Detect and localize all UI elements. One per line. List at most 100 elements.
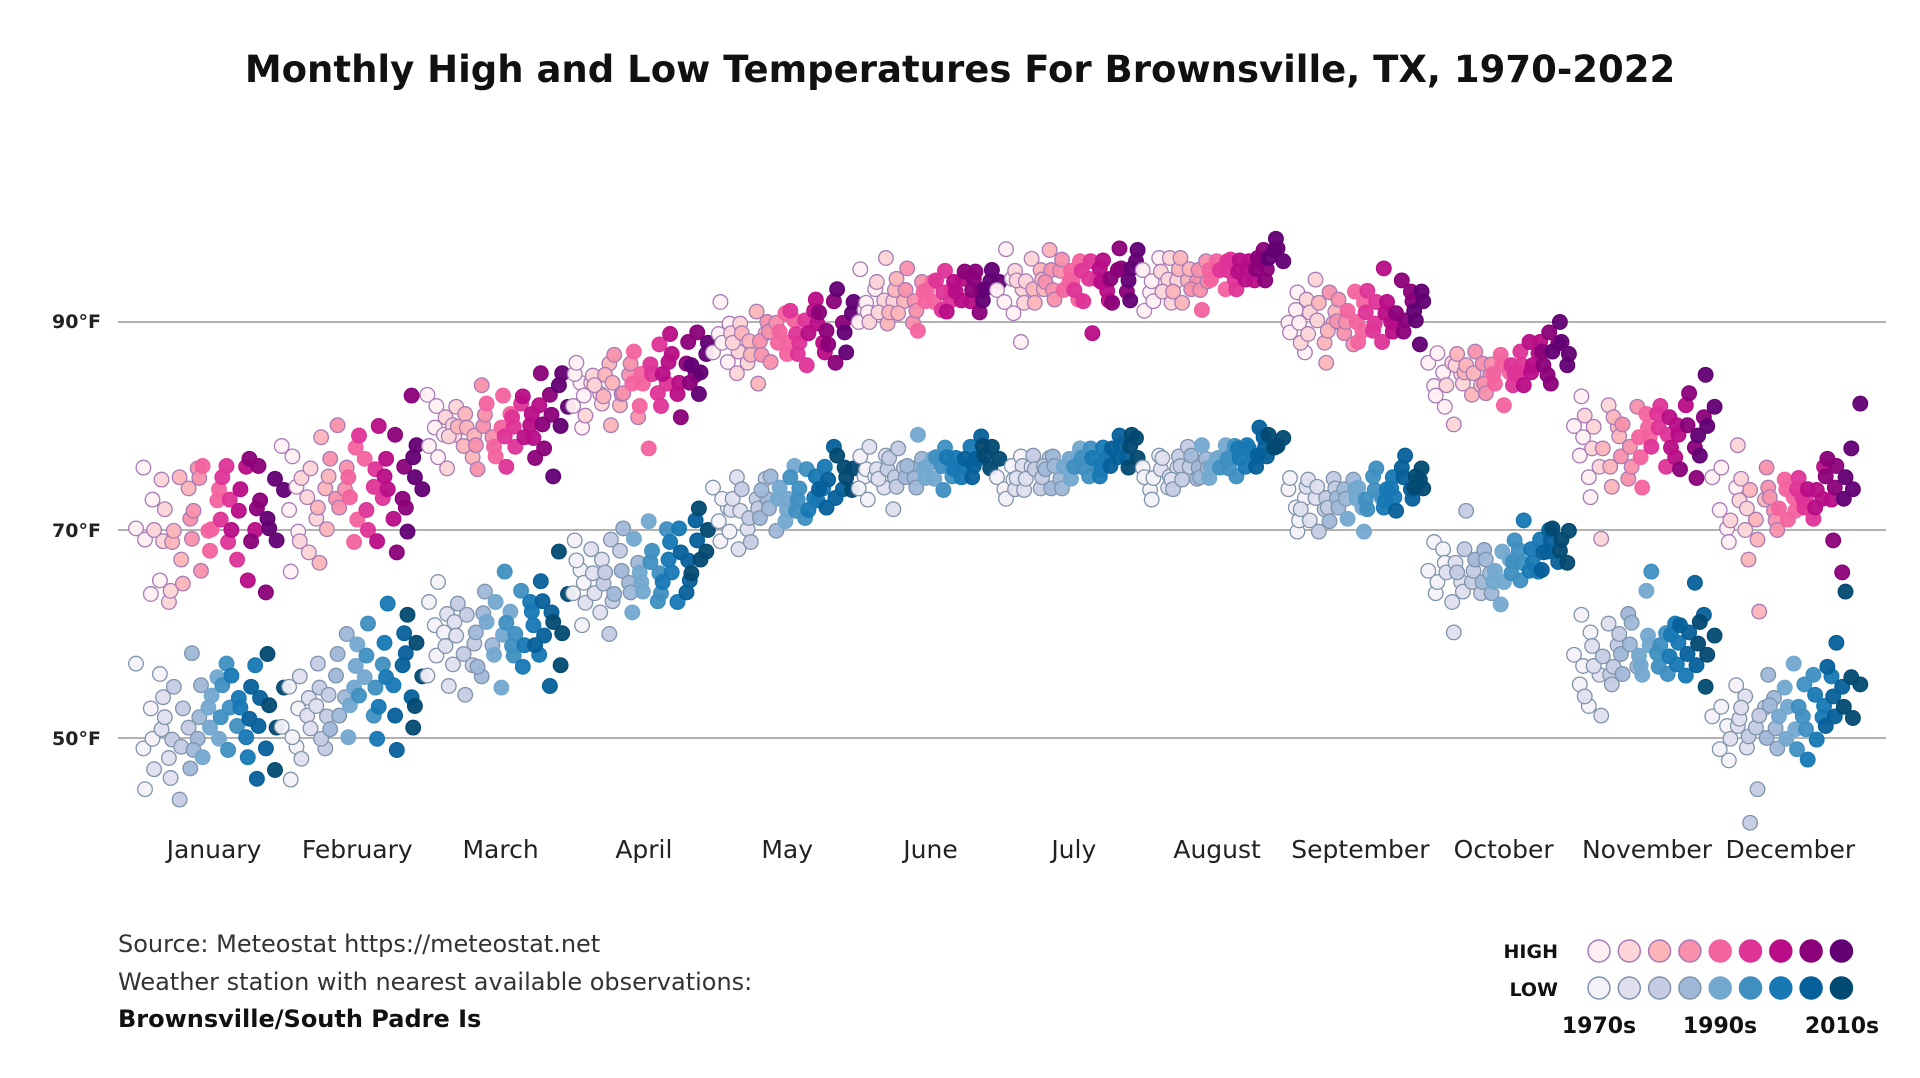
high-temp-point — [1136, 302, 1153, 319]
high-temp-point — [748, 303, 765, 320]
low-temp-point — [1612, 646, 1629, 662]
low-temp-point — [486, 646, 502, 663]
high-temp-point — [525, 430, 542, 446]
low-temp-point — [1420, 562, 1437, 579]
high-temp-point — [1122, 292, 1139, 309]
high-temp-point — [625, 343, 642, 360]
low-temp-point — [329, 646, 346, 662]
low-temp-point — [1670, 634, 1687, 651]
high-temp-point — [239, 572, 256, 589]
low-temp-point — [428, 647, 445, 664]
high-temp-point — [469, 461, 486, 478]
low-temp-point — [1544, 520, 1561, 537]
low-temp-point — [601, 626, 618, 642]
high-temp-point — [1672, 461, 1688, 478]
low-temp-point — [1260, 426, 1277, 443]
high-temp-point — [681, 374, 698, 391]
low-temp-point — [536, 627, 553, 644]
low-temp-point — [760, 500, 777, 517]
low-temp-point — [1758, 730, 1775, 746]
high-temp-point — [467, 437, 484, 454]
high-temp-point — [340, 469, 357, 486]
low-temp-point — [577, 594, 594, 611]
low-temp-point — [545, 614, 562, 630]
legend-swatch-low — [1678, 976, 1702, 1000]
high-temp-point — [144, 491, 161, 508]
high-temp-point — [1393, 272, 1410, 289]
high-temp-point — [1580, 469, 1597, 486]
low-temp-point — [341, 697, 358, 714]
high-temp-point — [1465, 365, 1482, 382]
low-temp-point — [1769, 740, 1786, 757]
high-temp-point — [320, 468, 337, 485]
legend-swatch-high — [1678, 939, 1702, 963]
legend-swatch-high — [1587, 939, 1611, 963]
low-temp-point — [606, 586, 623, 602]
high-temp-point — [341, 489, 358, 506]
low-temp-point — [669, 594, 686, 610]
low-temp-point — [397, 645, 414, 662]
high-temp-point — [545, 468, 562, 485]
high-temp-point — [1837, 469, 1854, 486]
low-temp-point — [1600, 615, 1617, 632]
high-temp-point — [654, 366, 671, 382]
high-temp-point — [487, 448, 504, 465]
low-temp-point — [171, 791, 188, 808]
high-temp-point — [1174, 294, 1191, 311]
low-temp-point — [568, 552, 585, 569]
low-temp-point — [467, 624, 484, 641]
high-temp-point — [514, 388, 531, 405]
low-temp-point — [1826, 708, 1843, 725]
low-temp-point — [1668, 656, 1685, 673]
low-temp-point — [1054, 480, 1070, 497]
low-temp-point — [405, 719, 422, 736]
legend-decade-label: 1970s — [1562, 1014, 1636, 1039]
low-temp-point — [1388, 502, 1405, 519]
low-temp-point — [654, 574, 671, 590]
low-temp-point — [1643, 563, 1660, 580]
low-temp-point — [683, 565, 700, 582]
station-label: Weather station with nearest available o… — [118, 968, 752, 996]
low-temp-point — [320, 686, 337, 703]
high-temp-point — [252, 492, 269, 509]
low-temp-point — [574, 617, 591, 634]
high-temp-point — [928, 272, 944, 289]
high-temp-point — [1722, 512, 1739, 529]
high-temp-point — [221, 491, 238, 508]
low-temp-point — [1183, 447, 1200, 464]
high-temp-point — [689, 324, 706, 341]
low-temp-point — [888, 478, 905, 495]
high-temp-point — [1348, 314, 1365, 330]
low-temp-point — [550, 543, 567, 560]
high-temp-point — [1612, 448, 1629, 465]
low-temp-point — [1356, 523, 1372, 540]
high-temp-point — [1172, 250, 1189, 266]
low-temp-point — [768, 522, 785, 539]
high-temp-point — [1843, 440, 1860, 457]
high-temp-point — [284, 448, 301, 465]
high-temp-point — [1551, 314, 1568, 330]
high-temp-point — [142, 586, 159, 602]
low-temp-point — [613, 562, 630, 579]
high-temp-point — [185, 502, 202, 519]
low-temp-point — [1679, 646, 1696, 662]
low-temp-point — [1819, 658, 1836, 675]
low-temp-point — [1603, 676, 1620, 693]
low-temp-point — [721, 523, 738, 540]
low-temp-point — [699, 522, 716, 538]
high-temp-point — [909, 322, 926, 339]
y-tick-label: 70°F — [52, 520, 101, 542]
high-temp-point — [868, 274, 885, 290]
low-temp-point — [1515, 512, 1532, 529]
low-temp-point — [248, 770, 265, 787]
high-temp-point — [1740, 551, 1757, 568]
high-temp-point — [257, 584, 274, 601]
high-temp-point — [1711, 502, 1728, 518]
high-temp-point — [1359, 282, 1376, 299]
high-temp-point — [223, 522, 240, 538]
high-temp-point — [399, 523, 416, 540]
high-temp-point — [1291, 314, 1308, 331]
low-temp-point — [174, 700, 191, 717]
low-temp-point — [448, 627, 465, 644]
high-temp-point — [838, 344, 855, 361]
